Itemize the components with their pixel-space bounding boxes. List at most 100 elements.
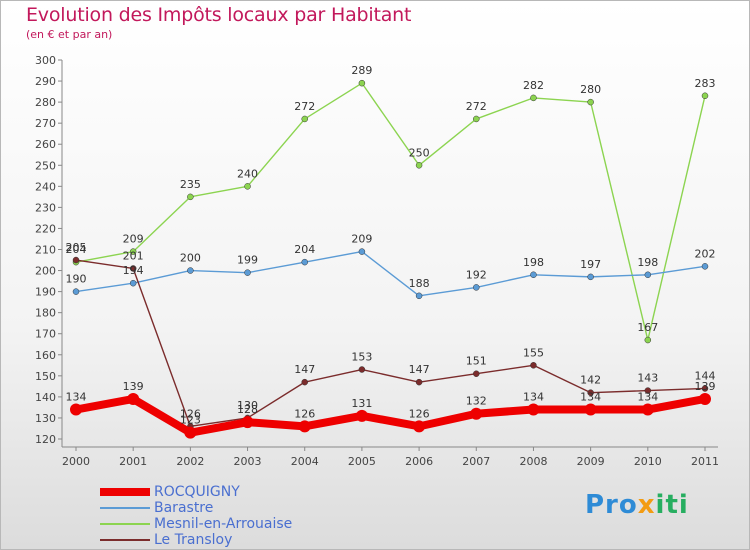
data-label: 197 [580,258,601,271]
series-line-barastre [75,250,706,297]
y-tick-label: 130 [35,412,56,425]
y-tick-label: 260 [35,138,56,151]
series-line-rocquigny [72,394,709,437]
data-point [415,378,423,386]
data-label: 209 [351,233,372,246]
y-tick-label: 240 [35,180,56,193]
data-point [358,79,366,87]
data-point [699,392,711,405]
data-point [355,409,368,422]
y-tick-label: 290 [35,75,56,88]
data-label: 209 [123,233,144,246]
data-point [644,387,652,394]
x-tick-label: 2007 [462,455,490,468]
y-tick-label: 270 [35,117,56,130]
data-point [527,403,540,416]
data-label: 167 [637,321,658,334]
y-tick-label: 210 [35,244,56,257]
x-tick-label: 2004 [291,455,319,468]
data-label: 235 [180,178,201,191]
data-point [470,407,483,420]
data-label: 198 [523,256,544,269]
data-point [587,273,594,281]
data-label: 130 [237,399,258,412]
data-label: 134 [637,391,658,404]
data-label: 198 [637,256,658,269]
data-label: 190 [66,273,87,286]
data-point [298,420,311,433]
x-tick-label: 2006 [405,455,433,468]
data-point [587,389,594,396]
data-point [473,115,480,123]
legend-label-barastre: Barastre [154,500,214,516]
y-tick-label: 190 [35,286,56,299]
data-label: 143 [637,372,658,385]
y-tick-label: 220 [35,222,56,235]
x-tick-label: 2008 [519,455,547,468]
data-label: 134 [66,391,87,404]
y-tick-label: 200 [35,265,56,278]
data-label: 126 [294,407,315,420]
data-label: 153 [351,351,372,364]
data-point [184,426,197,439]
y-tick-label: 230 [35,201,56,214]
data-label: 205 [66,241,87,254]
y-tick-label: 300 [35,54,56,67]
data-label: 139 [123,380,144,393]
data-label: 204 [66,243,87,256]
data-label: 128 [237,403,258,416]
y-tick-label: 120 [35,433,56,446]
legend-item-mesnil: Mesnil-en-Arrouaise [100,516,292,532]
data-point [127,392,140,405]
x-tick-label: 2011 [691,455,719,468]
x-tick-label: 2000 [62,455,90,468]
data-point [301,378,308,386]
data-label: 134 [523,391,544,404]
y-tick-label: 170 [35,328,56,341]
proxiti-logo: Proxiti [585,490,689,520]
data-label: 200 [180,252,201,265]
data-label: 289 [351,64,372,77]
data-point [530,94,537,102]
y-tick-label: 150 [35,370,56,383]
data-point [415,162,423,169]
data-label: 201 [123,249,144,262]
legend-swatch-mesnil [100,523,150,525]
series-line-le transloy [75,259,706,428]
data-label: 202 [695,247,716,260]
y-tick-label: 250 [35,159,56,172]
data-point [530,362,537,369]
data-label: 134 [580,391,601,404]
data-label: 147 [294,363,315,376]
data-point [187,193,194,201]
data-label: 188 [409,277,430,290]
legend-label-mesnil: Mesnil-en-Arrouaise [154,516,293,532]
x-tick-label: 2009 [577,455,605,468]
data-label: 250 [409,146,430,159]
data-point [587,98,594,106]
data-label: 155 [523,346,544,359]
data-point [701,92,709,100]
y-tick-label: 180 [35,307,56,320]
data-label: 144 [695,369,716,382]
legend-swatch-barastre [100,507,150,509]
data-label: 147 [409,363,430,376]
data-point [473,370,480,377]
data-point [241,416,254,429]
data-label: 194 [123,264,144,277]
legend-label-rocquigny: ROCQUIGNY [154,484,240,500]
data-point [413,420,426,433]
data-point [301,115,308,123]
data-point [244,183,251,190]
x-tick-label: 2001 [119,455,147,468]
chart-subtitle: (en € et par an) [26,28,113,41]
data-label: 240 [237,167,258,180]
data-label: 282 [523,79,544,92]
data-point [301,258,308,266]
data-label: 272 [294,100,315,113]
data-point [70,403,82,416]
data-label: 283 [695,77,716,90]
data-point [641,403,654,416]
data-label: 204 [294,243,315,256]
data-point [72,288,80,295]
